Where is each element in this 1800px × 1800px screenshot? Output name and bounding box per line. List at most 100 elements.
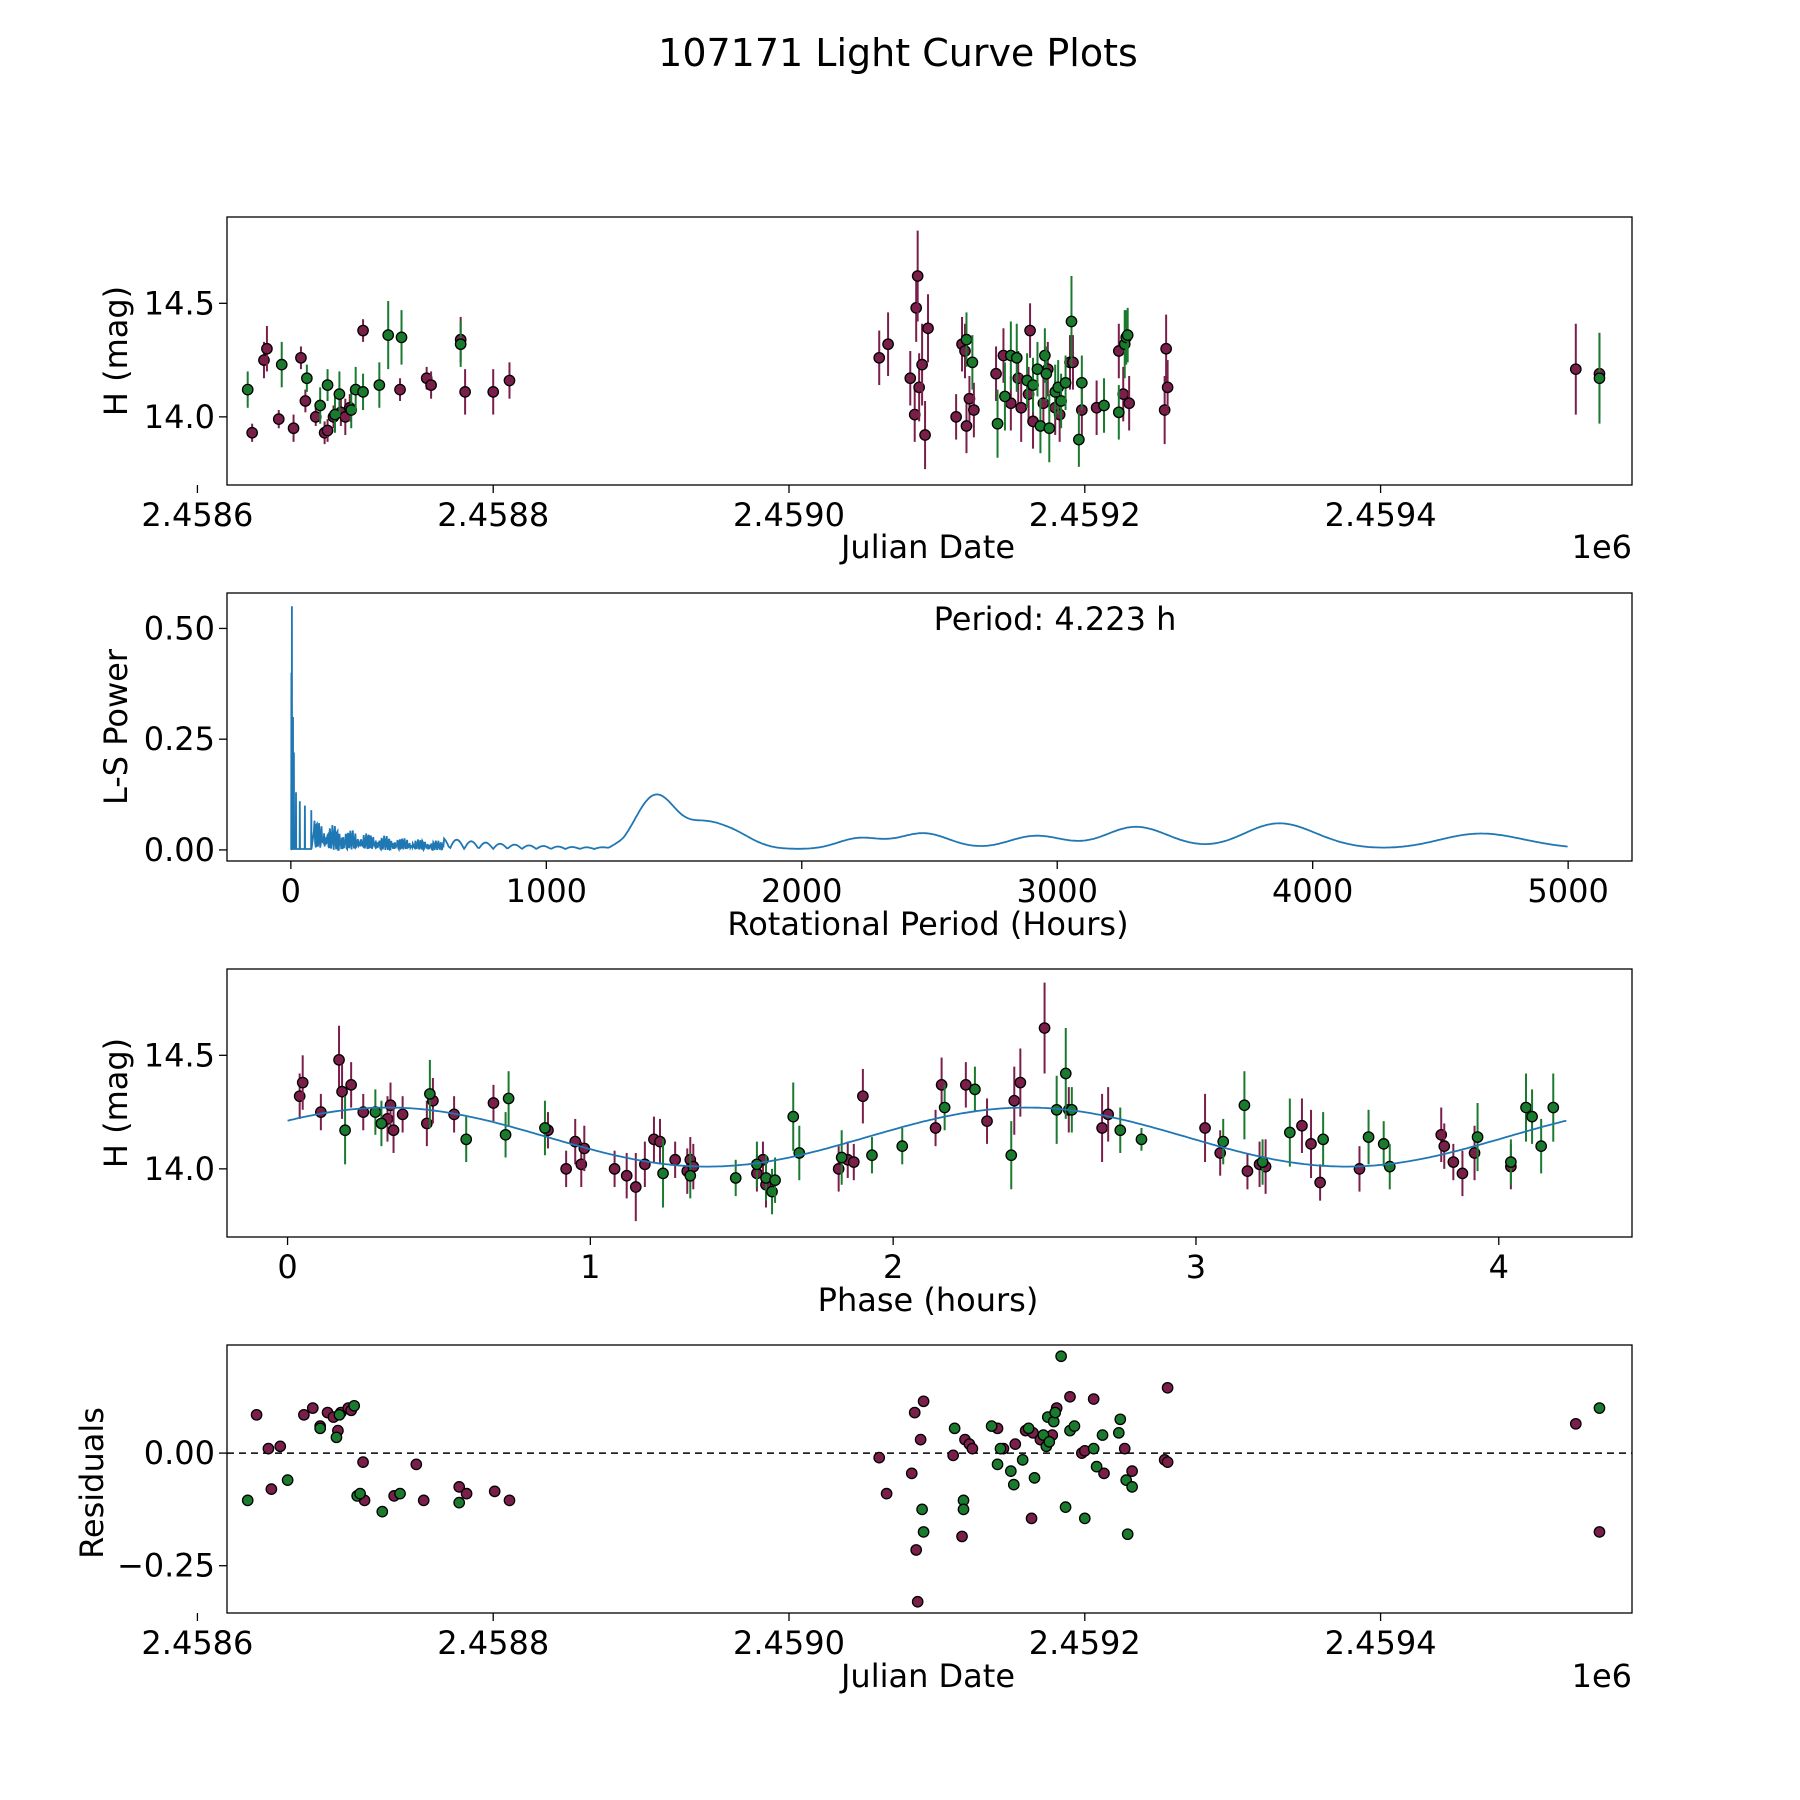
data-point-r <box>460 1487 473 1500</box>
data-point-r <box>917 1395 930 1408</box>
data-point-r <box>911 1595 924 1608</box>
data-point-r <box>960 420 973 432</box>
data-point-r <box>956 1530 968 1543</box>
data-point-g <box>241 383 254 396</box>
data-point-r <box>966 1442 979 1455</box>
data-point-r <box>265 1483 278 1495</box>
data-point-g <box>994 1442 1007 1455</box>
data-point-g <box>1039 349 1051 362</box>
data-point-g <box>1065 315 1078 328</box>
data-point-g <box>684 1169 697 1182</box>
data-point-r <box>295 351 307 364</box>
data-point-r <box>417 1494 430 1507</box>
data-point-r <box>1161 381 1174 394</box>
y-tick-label: 14.0 <box>144 398 215 436</box>
data-point-r <box>487 386 500 398</box>
data-point-g <box>1362 1131 1375 1143</box>
residuals-x-offset: 1e6 <box>1572 1657 1632 1695</box>
data-point-r <box>910 301 923 314</box>
data-point-r <box>905 1467 918 1480</box>
data-point-r <box>394 383 406 396</box>
data-point-g <box>1004 1465 1017 1477</box>
data-point-r <box>1087 1393 1100 1405</box>
data-point-g <box>499 1128 512 1141</box>
data-point-g <box>991 417 1004 430</box>
data-point-g <box>373 379 386 391</box>
data-point-r <box>880 1487 893 1500</box>
data-point-g <box>1593 372 1606 385</box>
x-tick-label: 2.4594 <box>1325 496 1437 534</box>
data-point-r <box>1593 1526 1606 1538</box>
data-point-g <box>1114 1124 1127 1137</box>
data-point-g <box>1526 1110 1538 1123</box>
data-point-g <box>835 1151 848 1164</box>
data-point-r <box>950 411 962 423</box>
lightcurve-axes-frame <box>226 216 1633 486</box>
data-point-r <box>1096 1122 1108 1134</box>
data-point-g <box>1049 1406 1062 1419</box>
data-point-r <box>321 424 334 437</box>
data-point-r <box>914 1433 927 1446</box>
x-tick-label: 2.4592 <box>1029 1624 1141 1662</box>
data-point-g <box>301 372 313 385</box>
data-point-g <box>1075 376 1088 389</box>
data-point-r <box>1067 356 1079 369</box>
data-point-g <box>460 1133 473 1146</box>
data-point-r <box>959 1078 972 1091</box>
data-point-g <box>957 1503 970 1516</box>
panel-residuals: 2.4586 2.4588 2.4590 2.4592 2.4594−0.250.00 … <box>73 1344 1633 1695</box>
data-point-r <box>299 395 312 407</box>
data-point-r <box>908 1406 921 1419</box>
data-point-r <box>1025 1512 1038 1525</box>
data-point-g <box>1121 329 1134 341</box>
data-point-r <box>1098 1467 1110 1480</box>
residuals-ylabel: Residuals <box>73 1407 111 1559</box>
data-point-r <box>1123 397 1136 410</box>
lightcurve-points <box>241 230 1606 470</box>
data-point-r <box>1009 1438 1022 1450</box>
residuals-axes-frame <box>226 1344 1633 1614</box>
data-point-g <box>394 1487 406 1500</box>
data-point-g <box>241 1494 254 1507</box>
data-point-g <box>966 356 979 369</box>
data-point-g <box>1059 1501 1072 1514</box>
data-point-r <box>425 379 437 391</box>
figure-title: 107171 Light Curve Plots <box>658 31 1138 75</box>
data-point-r <box>911 270 924 282</box>
x-tick-label: 2.4586 <box>141 496 253 534</box>
data-point-g <box>314 399 327 412</box>
data-point-g <box>1135 1133 1148 1146</box>
data-point-r <box>910 1544 923 1556</box>
y-tick-label: 14.5 <box>144 1036 215 1074</box>
data-point-g <box>502 1092 515 1105</box>
data-point-g <box>991 1458 1004 1471</box>
data-point-g <box>1043 1435 1056 1448</box>
y-tick-label: 0.25 <box>144 720 215 758</box>
periodogram-ticks: 0 1000 2000 3000 4000 5000 0.00 0.25 0.50 <box>144 609 1609 910</box>
data-point-r <box>560 1163 572 1175</box>
data-point-g <box>333 388 346 401</box>
data-point-g <box>330 1431 343 1444</box>
data-point-r <box>629 1181 642 1193</box>
data-point-g <box>896 1140 909 1153</box>
data-point-r <box>1038 1022 1051 1034</box>
data-point-r <box>1296 1119 1308 1132</box>
data-point-g <box>960 333 973 346</box>
data-point-r <box>453 1481 466 1493</box>
data-point-g <box>985 1420 998 1432</box>
data-point-r <box>922 322 934 335</box>
x-tick-label: 1 <box>580 1248 600 1286</box>
data-point-r <box>357 1106 370 1118</box>
data-point-g <box>1217 1135 1230 1148</box>
x-tick-label: 2.4590 <box>733 1624 845 1662</box>
y-tick-label: 0.00 <box>144 1434 215 1472</box>
lightcurve-x-offset: 1e6 <box>1572 528 1632 566</box>
y-tick-label: 0.00 <box>144 831 215 869</box>
data-point-g <box>424 1088 436 1100</box>
residuals-points <box>241 1350 1606 1608</box>
data-point-r <box>1447 1156 1460 1168</box>
data-point-r <box>396 1108 409 1121</box>
data-point-r <box>503 1494 516 1507</box>
residuals-ticks: 2.4586 2.4588 2.4590 2.4592 2.4594 −0.25 0.00 <box>117 1434 1437 1662</box>
data-point-r <box>503 374 516 387</box>
